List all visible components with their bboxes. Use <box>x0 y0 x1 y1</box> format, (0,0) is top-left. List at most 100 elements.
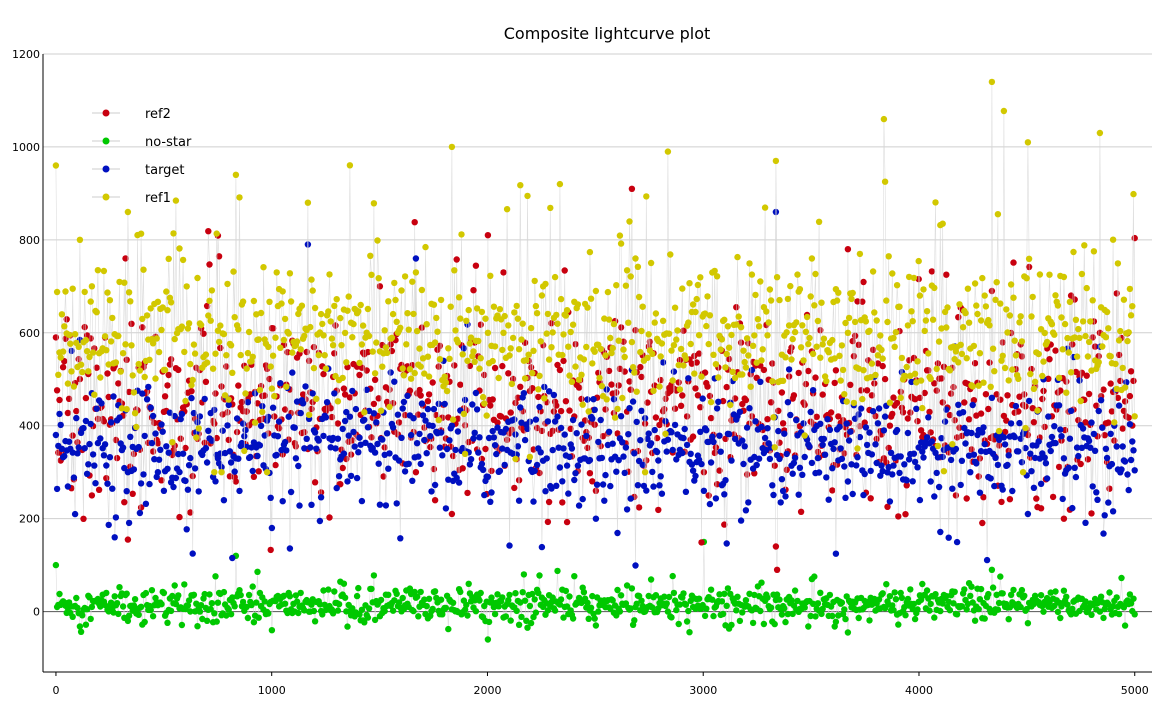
data-point-ref1 <box>995 427 1003 435</box>
data-point-ref1 <box>757 278 764 285</box>
data-point-ref1 <box>551 273 559 281</box>
data-point-ref1 <box>764 332 771 339</box>
data-point-ref2 <box>971 360 979 367</box>
data-point-ref1 <box>632 255 639 262</box>
data-point-ref1 <box>971 280 979 287</box>
data-point-target <box>416 430 423 438</box>
data-point-ref1 <box>320 332 327 339</box>
data-point-ref1 <box>634 263 642 270</box>
data-point-no-star <box>334 607 342 614</box>
data-point-ref1 <box>1107 353 1114 360</box>
data-point-target <box>740 460 747 468</box>
data-point-ref1 <box>854 445 861 452</box>
data-point-ref1 <box>710 351 717 358</box>
data-point-ref2 <box>123 356 130 363</box>
data-point-target <box>431 481 439 489</box>
data-point-ref1 <box>799 322 806 329</box>
data-point-ref1 <box>860 367 867 374</box>
data-point-ref2 <box>572 341 579 348</box>
data-point-ref1 <box>1061 320 1069 328</box>
data-point-no-star <box>931 614 938 621</box>
data-point-ref2 <box>955 314 962 321</box>
data-point-target <box>575 502 583 509</box>
data-point-target <box>705 438 712 446</box>
data-point-ref1 <box>620 346 627 353</box>
data-point-ref2 <box>1021 391 1028 398</box>
data-point-no-star <box>968 583 975 590</box>
data-point-ref2 <box>705 492 712 499</box>
data-point-ref2 <box>1016 393 1023 400</box>
data-point-ref2 <box>417 392 424 399</box>
data-point-ref2 <box>459 465 466 472</box>
legend-item-ref1[interactable]: ref1 <box>92 191 171 206</box>
legend-item-target[interactable]: target <box>92 163 185 178</box>
legend-item-ref2[interactable]: ref2 <box>92 107 171 122</box>
data-point-target <box>418 400 426 407</box>
data-point-ref1 <box>517 182 524 189</box>
data-point-target <box>823 474 830 481</box>
data-point-no-star <box>149 613 157 620</box>
data-point-ref1 <box>712 361 720 368</box>
data-point-target <box>1113 443 1120 450</box>
data-point-ref1 <box>65 331 73 338</box>
data-point-target <box>296 502 303 509</box>
data-point-target <box>481 491 488 499</box>
data-point-target <box>249 467 256 475</box>
data-point-ref2 <box>968 446 975 453</box>
data-point-target <box>137 480 145 487</box>
data-point-no-star <box>73 594 80 602</box>
data-point-ref1 <box>190 341 198 348</box>
data-point-ref2 <box>205 228 212 235</box>
data-point-target <box>221 449 229 457</box>
data-point-target <box>493 450 500 458</box>
data-point-ref1 <box>101 333 109 340</box>
data-point-ref2 <box>406 387 414 394</box>
data-point-no-star <box>757 607 764 615</box>
legend[interactable]: ref2 no-star target ref1 <box>92 107 192 206</box>
data-point-ref2 <box>250 473 258 480</box>
data-point-target <box>680 434 687 442</box>
data-point-ref1 <box>64 380 72 387</box>
data-point-no-star <box>997 573 1004 580</box>
data-point-target <box>1107 430 1114 437</box>
data-point-target <box>879 467 886 475</box>
data-point-ref2 <box>951 417 958 424</box>
data-point-ref1 <box>403 341 410 348</box>
data-point-ref1 <box>477 355 484 362</box>
data-point-ref1 <box>848 295 855 303</box>
data-point-ref2 <box>340 385 348 392</box>
data-point-ref1 <box>559 351 566 359</box>
data-point-no-star <box>1021 592 1028 599</box>
data-point-ref1 <box>789 335 796 343</box>
data-point-target <box>320 432 327 440</box>
data-point-no-star <box>788 597 795 604</box>
data-point-ref2 <box>375 395 382 402</box>
data-point-ref1 <box>568 378 576 385</box>
data-point-ref1 <box>608 349 615 357</box>
data-point-ref1 <box>844 329 852 336</box>
data-point-ref1 <box>457 315 464 322</box>
data-point-target <box>1060 455 1068 462</box>
data-point-no-star <box>1047 589 1054 596</box>
data-point-ref2 <box>1033 495 1040 502</box>
data-point-target <box>796 464 804 471</box>
data-point-target <box>1078 444 1086 451</box>
data-point-ref1 <box>86 353 93 361</box>
data-point-target <box>682 488 690 495</box>
chart-title: Composite lightcurve plot <box>503 24 711 43</box>
data-point-target <box>573 430 580 437</box>
data-point-ref1 <box>981 292 988 299</box>
legend-item-no-star[interactable]: no-star <box>92 135 192 150</box>
data-point-no-star <box>890 606 897 614</box>
data-point-ref1 <box>679 285 686 292</box>
data-point-ref2 <box>1130 377 1137 385</box>
data-point-ref1 <box>281 315 289 323</box>
data-point-ref2 <box>1075 417 1082 424</box>
data-point-ref1 <box>836 352 843 359</box>
data-point-no-star <box>961 586 968 593</box>
data-point-target <box>471 429 478 436</box>
data-point-ref2 <box>921 389 928 397</box>
data-point-ref2 <box>235 382 242 389</box>
data-point-ref2 <box>411 219 418 226</box>
